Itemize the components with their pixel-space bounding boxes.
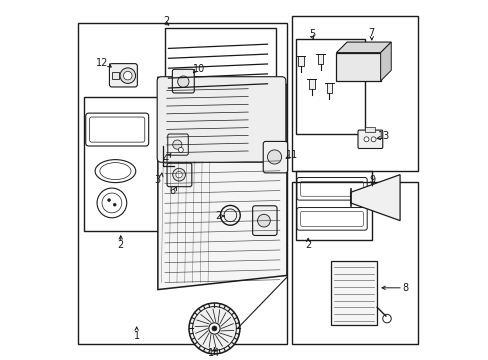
- Circle shape: [188, 303, 240, 354]
- Bar: [364, 127, 375, 131]
- Bar: [298, 56, 303, 66]
- Text: 2: 2: [163, 16, 169, 26]
- Text: 13: 13: [377, 131, 389, 141]
- Polygon shape: [350, 175, 399, 221]
- Text: 2: 2: [305, 240, 311, 250]
- Bar: [83, 97, 159, 231]
- Circle shape: [363, 137, 368, 142]
- Text: 7: 7: [368, 28, 374, 38]
- Polygon shape: [158, 77, 286, 289]
- Text: 4: 4: [163, 154, 169, 164]
- Text: 9: 9: [369, 175, 375, 185]
- Bar: [164, 28, 276, 93]
- Text: 5: 5: [308, 29, 315, 39]
- Text: 3: 3: [155, 175, 161, 185]
- Circle shape: [208, 323, 220, 334]
- Circle shape: [176, 171, 182, 178]
- Circle shape: [224, 209, 236, 222]
- Text: 12: 12: [96, 58, 108, 68]
- Polygon shape: [336, 53, 380, 81]
- FancyBboxPatch shape: [263, 141, 287, 173]
- Bar: [295, 39, 364, 134]
- Bar: [330, 261, 376, 325]
- Circle shape: [382, 314, 390, 323]
- Bar: [292, 182, 417, 345]
- Bar: [292, 15, 417, 171]
- Text: 14: 14: [208, 348, 220, 358]
- Circle shape: [211, 326, 217, 331]
- Polygon shape: [380, 42, 390, 81]
- Circle shape: [107, 199, 110, 202]
- Text: 6: 6: [168, 185, 175, 195]
- FancyBboxPatch shape: [167, 163, 191, 187]
- Circle shape: [120, 68, 135, 84]
- FancyBboxPatch shape: [357, 130, 382, 148]
- Circle shape: [113, 203, 116, 206]
- Circle shape: [123, 71, 132, 80]
- Circle shape: [257, 214, 270, 227]
- Text: 8: 8: [402, 283, 407, 293]
- Bar: [308, 79, 314, 89]
- Circle shape: [172, 140, 182, 149]
- Circle shape: [172, 168, 185, 181]
- Circle shape: [370, 137, 375, 142]
- Text: 1: 1: [133, 330, 140, 341]
- Text: 2: 2: [214, 211, 221, 221]
- Bar: [326, 83, 331, 93]
- Bar: [112, 72, 119, 79]
- Bar: [317, 54, 323, 64]
- FancyBboxPatch shape: [157, 77, 285, 162]
- Bar: [78, 23, 286, 345]
- Bar: [295, 171, 371, 240]
- FancyBboxPatch shape: [109, 64, 137, 87]
- Polygon shape: [336, 42, 390, 53]
- FancyBboxPatch shape: [252, 206, 277, 235]
- FancyBboxPatch shape: [167, 134, 188, 155]
- Circle shape: [267, 150, 281, 164]
- Text: 10: 10: [193, 64, 205, 73]
- Text: 2: 2: [118, 240, 123, 250]
- Circle shape: [178, 148, 183, 152]
- FancyBboxPatch shape: [172, 69, 194, 93]
- Circle shape: [177, 76, 188, 87]
- Text: 11: 11: [285, 150, 298, 160]
